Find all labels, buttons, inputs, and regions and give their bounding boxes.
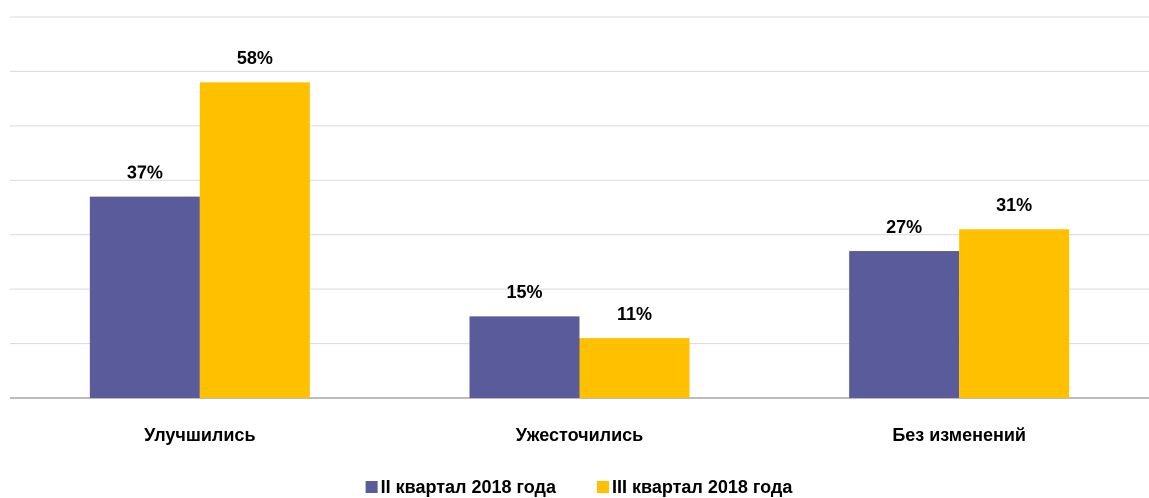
legend-label: II квартал 2018 года	[381, 477, 557, 497]
data-label: 15%	[506, 282, 542, 302]
x-tick-label: Без изменений	[892, 425, 1026, 445]
legend-swatch	[365, 481, 378, 493]
bar	[959, 229, 1070, 398]
bar	[199, 82, 310, 399]
x-tick-label: Улучшились	[144, 425, 255, 445]
bar	[579, 338, 690, 398]
bar	[849, 251, 960, 398]
x-tick-label: Ужесточились	[516, 425, 644, 445]
data-label: 58%	[237, 48, 273, 68]
legend-swatch	[597, 481, 609, 493]
data-label: 27%	[886, 217, 922, 237]
bar	[89, 196, 200, 398]
bar	[469, 316, 580, 398]
data-label: 37%	[127, 162, 163, 182]
data-label: 11%	[617, 304, 652, 324]
data-label: 31%	[996, 195, 1032, 215]
legend-label: III квартал 2018 года	[612, 477, 793, 497]
